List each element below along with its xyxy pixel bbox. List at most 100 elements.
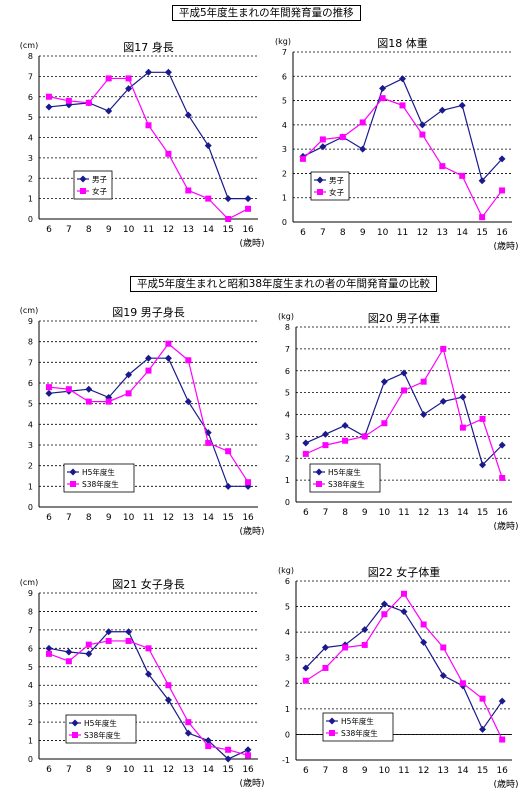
data-point xyxy=(499,187,506,194)
legend-label: H5年度生 xyxy=(341,716,374,726)
data-point xyxy=(361,626,369,634)
y-tick-label: 1 xyxy=(28,195,33,204)
data-point xyxy=(420,621,427,628)
x-tick-label: 11 xyxy=(398,508,409,518)
y-unit-label: (kg) xyxy=(278,566,294,575)
y-unit-label: (cm) xyxy=(20,41,38,50)
x-tick-label: 13 xyxy=(438,508,449,518)
x-tick-label: 12 xyxy=(418,766,429,776)
x-tick-label: 15 xyxy=(477,508,488,518)
data-point xyxy=(459,424,466,431)
data-point xyxy=(145,367,152,374)
y-tick-label: 3 xyxy=(28,441,33,450)
x-tick-label: 6 xyxy=(46,513,52,523)
data-point xyxy=(319,136,326,143)
x-tick-label: 9 xyxy=(362,766,368,776)
x-tick-label: 16 xyxy=(242,765,254,775)
data-point xyxy=(381,611,388,618)
x-tick-label: 12 xyxy=(417,228,428,238)
legend-box xyxy=(73,170,113,200)
x-tick-label: 11 xyxy=(143,513,154,523)
x-tick-label: 12 xyxy=(163,765,174,775)
y-tick-label: 5 xyxy=(285,603,290,612)
y-tick-label: 7 xyxy=(28,72,33,81)
data-point xyxy=(459,393,467,401)
x-tick-label: 10 xyxy=(123,513,135,523)
data-point xyxy=(105,107,113,115)
y-tick-label: 5 xyxy=(285,389,290,398)
x-tick-label: 6 xyxy=(46,225,52,235)
data-point xyxy=(245,752,252,759)
data-point xyxy=(321,643,329,651)
data-point xyxy=(359,119,366,126)
y-tick-label: 8 xyxy=(28,52,33,61)
data-point xyxy=(145,354,152,362)
data-point xyxy=(125,628,133,636)
data-point xyxy=(165,682,172,689)
data-point xyxy=(125,637,132,644)
series-line-1 xyxy=(302,77,503,182)
x-tick-label: 16 xyxy=(242,513,254,523)
data-point xyxy=(458,101,466,109)
y-tick-label: 7 xyxy=(282,48,287,57)
x-tick-label: 10 xyxy=(379,508,391,518)
data-point xyxy=(302,664,310,672)
data-point xyxy=(302,450,309,457)
data-point xyxy=(420,411,428,418)
y-tick-label: 0 xyxy=(28,215,33,224)
x-tick-label: 15 xyxy=(477,766,488,776)
x-tick-label: 7 xyxy=(323,508,329,518)
data-point xyxy=(299,155,306,162)
data-point xyxy=(244,746,252,754)
y-tick-label: 6 xyxy=(285,367,290,376)
y-tick-label: 8 xyxy=(28,607,33,616)
y-tick-label: 2 xyxy=(285,679,290,688)
data-point xyxy=(185,719,192,726)
data-point xyxy=(339,134,346,140)
legend-swatch-marker xyxy=(328,717,336,725)
section-title-2: 平成5年度生まれと昭和38年度生まれの者の年間発育量の比較 xyxy=(130,276,438,292)
chart-title: 図20 男子体重 xyxy=(368,311,441,325)
data-point xyxy=(204,142,212,150)
data-point xyxy=(185,357,192,364)
x-tick-label: 10 xyxy=(123,225,135,235)
data-point xyxy=(45,644,53,652)
x-tick-label: 12 xyxy=(418,508,429,518)
data-point xyxy=(319,143,327,151)
legend-swatch-marker xyxy=(316,481,322,487)
x-axis-label: (歳時) xyxy=(493,520,518,532)
legend: H5年度生 S38年度生 xyxy=(63,463,135,493)
data-point xyxy=(322,664,329,671)
y-tick-label: 4 xyxy=(28,681,33,690)
data-point xyxy=(164,696,172,704)
chart-title: 図18 体重 xyxy=(377,36,428,50)
data-point xyxy=(245,205,252,212)
x-tick-label: 10 xyxy=(379,766,391,776)
data-point xyxy=(359,145,367,153)
series-line-1 xyxy=(305,603,503,731)
x-tick-label: 7 xyxy=(66,765,72,775)
x-tick-label: 13 xyxy=(183,765,194,775)
x-tick-label: 6 xyxy=(46,765,52,775)
data-point xyxy=(125,390,132,397)
data-point xyxy=(205,439,212,446)
legend-label: S38年度生 xyxy=(82,479,119,489)
data-point xyxy=(400,608,408,616)
y-unit-label: (cm) xyxy=(20,306,38,315)
y-tick-label: 1 xyxy=(285,476,290,485)
legend-swatch-marker xyxy=(72,732,78,738)
data-point xyxy=(145,645,152,652)
data-point xyxy=(85,641,92,648)
legend-label: 男子 xyxy=(92,175,107,184)
legend-box xyxy=(322,712,394,742)
data-point xyxy=(184,729,192,737)
x-tick-label: 13 xyxy=(438,766,449,776)
data-point xyxy=(399,75,406,83)
legend-box xyxy=(309,463,381,493)
y-tick-label: 8 xyxy=(285,323,290,332)
data-point xyxy=(145,122,152,129)
data-point xyxy=(45,650,52,657)
